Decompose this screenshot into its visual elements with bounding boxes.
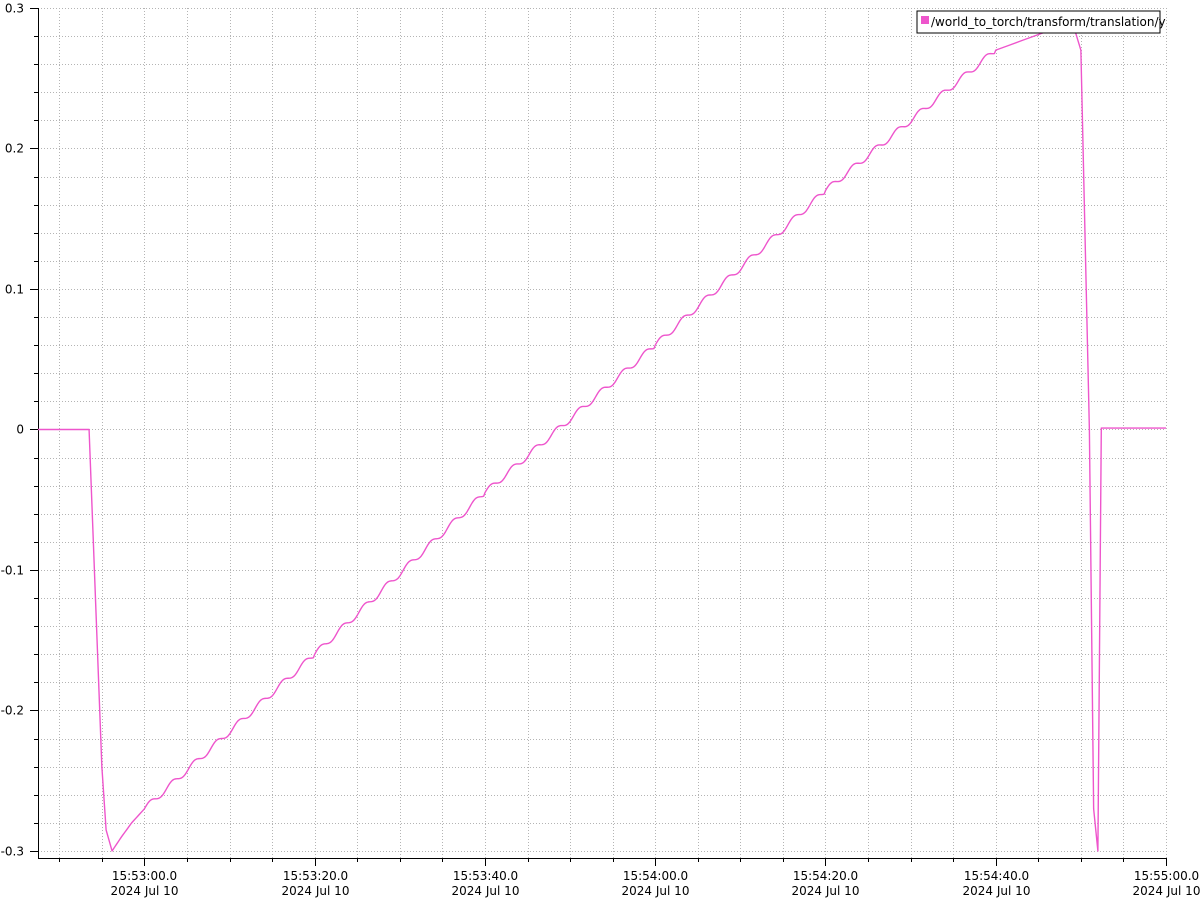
grid-lines xyxy=(38,8,1167,858)
x-tick-label-date: 2024 Jul 10 xyxy=(1133,884,1200,898)
x-tick-label-time: 15:54:40.0 xyxy=(964,869,1029,883)
legend-label: /world_to_torch/transform/translation/y xyxy=(931,15,1166,29)
series-line xyxy=(38,21,1166,852)
y-tick-label: -0.3 xyxy=(1,845,24,859)
legend[interactable]: /world_to_torch/transform/translation/y xyxy=(916,10,1166,34)
x-tick-label-date: 2024 Jul 10 xyxy=(452,884,520,898)
x-tick-label-date: 2024 Jul 10 xyxy=(282,884,350,898)
x-tick-label-date: 2024 Jul 10 xyxy=(792,884,860,898)
x-tick-label-time: 15:54:20.0 xyxy=(793,869,858,883)
axes xyxy=(34,8,1167,862)
x-tick-label-time: 15:53:40.0 xyxy=(453,869,518,883)
series-layer xyxy=(38,21,1166,852)
legend-swatch xyxy=(921,16,929,24)
x-tick-label-time: 15:55:00.0 xyxy=(1134,869,1199,883)
y-tick-label: 0 xyxy=(16,423,24,437)
x-tick-label-time: 15:53:00.0 xyxy=(112,869,177,883)
x-tick-label-time: 15:54:00.0 xyxy=(623,869,688,883)
y-tick-label: 0.1 xyxy=(5,283,24,297)
x-tick-label-date: 2024 Jul 10 xyxy=(622,884,690,898)
y-tick-label: 0.2 xyxy=(5,142,24,156)
y-tick-label: 0.3 xyxy=(5,2,24,16)
legend-box xyxy=(916,10,1161,34)
x-tick-label-date: 2024 Jul 10 xyxy=(963,884,1031,898)
x-tick-label-date: 2024 Jul 10 xyxy=(111,884,179,898)
y-tick-label: -0.1 xyxy=(1,564,24,578)
y-tick-label: -0.2 xyxy=(1,704,24,718)
x-tick-label-time: 15:53:20.0 xyxy=(283,869,348,883)
y-axis-ticks: -0.3 -0.2 -0.1 0 0.1 0.2 0.3 xyxy=(1,2,38,859)
